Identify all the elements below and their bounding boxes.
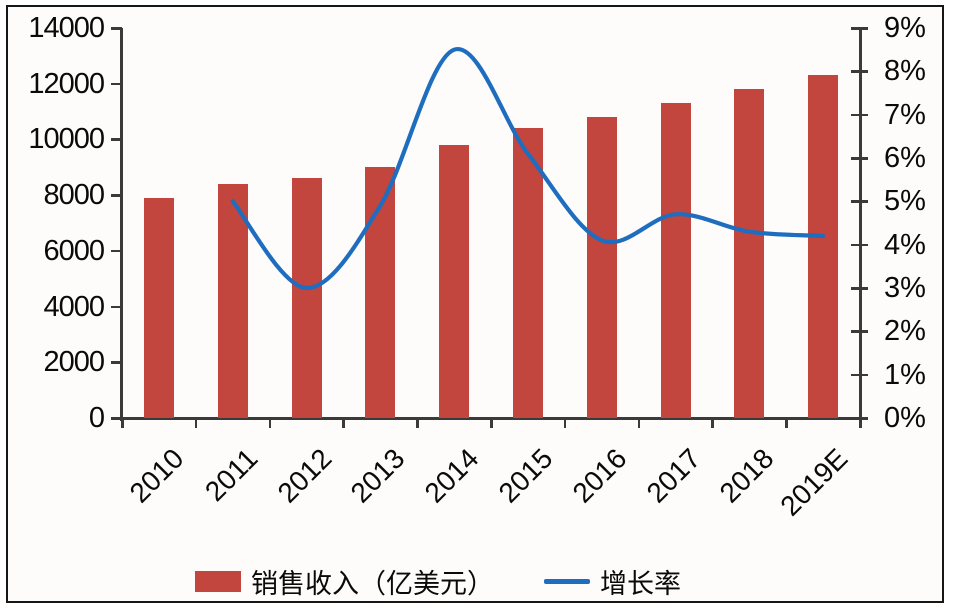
y-left-label-4000: 4000 (43, 290, 105, 323)
y-right-label-0%: 0% (884, 402, 926, 434)
legend-bar-label: 销售收入（亿美元） (251, 568, 494, 599)
bar-2012 (291, 178, 322, 418)
y-right-label-7%: 7% (884, 98, 926, 131)
right-axis-tick (851, 27, 868, 30)
x-axis-tick (194, 418, 198, 428)
x-axis-tick (859, 418, 862, 428)
y-right-label-3%: 3% (884, 272, 926, 304)
right-axis-tick (851, 200, 868, 203)
right-axis-tick (851, 243, 868, 247)
bar-2013 (365, 167, 396, 418)
legend-item-revenue: 销售收入（亿美元） (195, 562, 494, 601)
bar-2011 (217, 184, 248, 418)
left-axis-tick (111, 82, 122, 86)
y-left-label-8000: 8000 (43, 179, 105, 212)
x-axis-tick (342, 418, 345, 428)
y-left-label-10000: 10000 (28, 123, 105, 156)
right-axis-tick (851, 287, 868, 290)
bar-2017 (660, 103, 691, 418)
x-axis-tick (785, 418, 788, 428)
y-left-label-12000: 12000 (28, 67, 105, 100)
y-left-label-0: 0 (88, 402, 105, 434)
bar-2010 (143, 197, 174, 418)
y-left-label-6000: 6000 (43, 234, 105, 267)
bar-2015 (512, 128, 543, 418)
left-axis-tick (111, 194, 122, 197)
y-right-label-9%: 9% (884, 12, 926, 44)
y-right-label-4%: 4% (884, 228, 926, 261)
left-axis-tick (111, 27, 122, 30)
x-axis-tick (711, 418, 714, 428)
right-axis-tick (851, 113, 868, 117)
y-right-label-1%: 1% (884, 358, 926, 391)
left-axis-line (120, 28, 123, 421)
y-left-label-2000: 2000 (43, 346, 105, 379)
bar-2014 (439, 145, 470, 418)
x-axis-tick (121, 418, 124, 428)
right-axis-tick (851, 157, 868, 160)
right-axis-tick (851, 70, 868, 73)
bar-2016 (586, 117, 617, 418)
left-axis-tick (111, 305, 122, 309)
left-axis-tick (111, 361, 122, 364)
x-axis-tick (268, 418, 272, 428)
legend-item-growth: 增长率 (544, 562, 681, 601)
y-left-label-14000: 14000 (28, 12, 105, 44)
y-right-label-6%: 6% (884, 142, 926, 174)
bar-2018 (734, 89, 765, 418)
y-right-label-5%: 5% (884, 185, 926, 218)
right-axis-tick (851, 330, 868, 333)
y-right-label-8%: 8% (884, 55, 926, 88)
left-axis-tick (111, 417, 122, 420)
legend-line-label: 增长率 (600, 568, 681, 599)
legend-bar-swatch (195, 570, 241, 592)
legend-line-swatch (544, 578, 590, 584)
left-axis-tick (111, 138, 122, 141)
y-right-label-2%: 2% (884, 315, 926, 348)
bar-2019E (808, 75, 839, 418)
x-axis-tick (637, 418, 641, 428)
legend: 销售收入（亿美元） 增长率 (0, 560, 876, 602)
x-axis-tick (490, 418, 493, 428)
x-axis-tick (563, 418, 567, 428)
x-axis-tick (416, 418, 419, 428)
right-axis-line (859, 28, 862, 421)
left-axis-tick (111, 249, 122, 253)
right-axis-tick (851, 373, 868, 377)
